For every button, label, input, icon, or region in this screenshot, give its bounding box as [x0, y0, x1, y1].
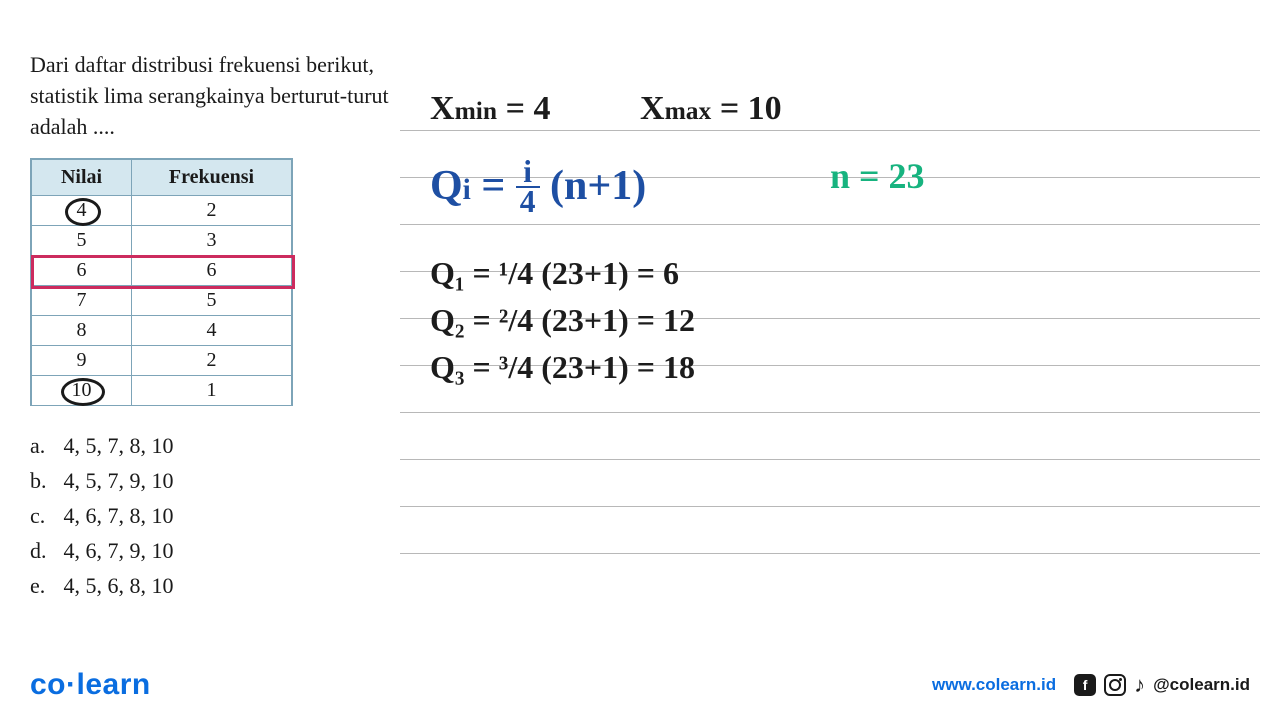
handwritten-q2: Q₂ = ²/4 (23+1) = 12	[430, 302, 695, 339]
table-row: 92	[32, 346, 292, 376]
table-header-frekuensi: Frekuensi	[132, 160, 292, 196]
facebook-icon: f	[1074, 674, 1096, 696]
table-row: 101	[32, 376, 292, 406]
table-row: 75	[32, 286, 292, 316]
question-line-2: statistik lima serangkainya berturut-tur…	[30, 81, 430, 112]
table-row: 53	[32, 226, 292, 256]
cell-nilai: 8	[32, 316, 132, 346]
tiktok-icon: ♪	[1134, 672, 1145, 698]
cell-frekuensi: 6	[132, 256, 292, 286]
cell-frekuensi: 4	[132, 316, 292, 346]
handwritten-qi-formula: Qi = i 4 (n+1)	[430, 160, 646, 219]
option-letter: c.	[30, 499, 58, 532]
question-line-1: Dari daftar distribusi frekuensi berikut…	[30, 50, 430, 81]
cell-frekuensi: 2	[132, 196, 292, 226]
option-text: 4, 5, 7, 9, 10	[58, 468, 174, 493]
paper-rule-line	[400, 553, 1260, 554]
paper-rule-line	[400, 459, 1260, 460]
cell-frekuensi: 5	[132, 286, 292, 316]
handwritten-q1: Q₁ = ¹/4 (23+1) = 6	[430, 255, 679, 292]
table-header-nilai: Nilai	[32, 160, 132, 196]
handwritten-q3: Q₃ = ³/4 (23+1) = 18	[430, 349, 695, 386]
frequency-table: Nilai Frekuensi 425366758492101	[30, 158, 293, 406]
cell-frekuensi: 1	[132, 376, 292, 406]
footer-url: www.colearn.id	[932, 675, 1056, 695]
question-text: Dari daftar distribusi frekuensi berikut…	[30, 50, 430, 142]
handwritten-n: n = 23	[830, 155, 925, 197]
option-letter: b.	[30, 464, 58, 497]
paper-rule-line	[400, 130, 1260, 131]
paper-rule-line	[400, 224, 1260, 225]
option-text: 4, 5, 6, 8, 10	[58, 573, 174, 598]
brand-logo: co·learn	[30, 668, 151, 702]
cell-nilai: 5	[32, 226, 132, 256]
option-letter: d.	[30, 534, 58, 567]
table-row: 84	[32, 316, 292, 346]
option-letter: a.	[30, 429, 58, 462]
cell-nilai: 6	[32, 256, 132, 286]
cell-nilai: 10	[32, 376, 132, 406]
handwritten-xmax: Xmax = 10	[640, 90, 782, 128]
table-row: 42	[32, 196, 292, 226]
paper-rule-line	[400, 506, 1260, 507]
footer: co·learn www.colearn.id f ♪ @colearn.id	[30, 668, 1250, 702]
cell-frekuensi: 3	[132, 226, 292, 256]
handwritten-xmin: Xmin = 4	[430, 90, 550, 128]
question-line-3: adalah ....	[30, 112, 430, 143]
footer-handle: @colearn.id	[1153, 675, 1250, 695]
social-icons: f ♪ @colearn.id	[1074, 672, 1250, 698]
cell-nilai: 4	[32, 196, 132, 226]
paper-rule-line	[400, 412, 1260, 413]
option-text: 4, 5, 7, 8, 10	[58, 433, 174, 458]
option-letter: e.	[30, 569, 58, 602]
cell-frekuensi: 2	[132, 346, 292, 376]
instagram-icon	[1104, 674, 1126, 696]
option-text: 4, 6, 7, 8, 10	[58, 503, 174, 528]
table-row: 66	[32, 256, 292, 286]
cell-nilai: 7	[32, 286, 132, 316]
option-text: 4, 6, 7, 9, 10	[58, 538, 174, 563]
cell-nilai: 9	[32, 346, 132, 376]
